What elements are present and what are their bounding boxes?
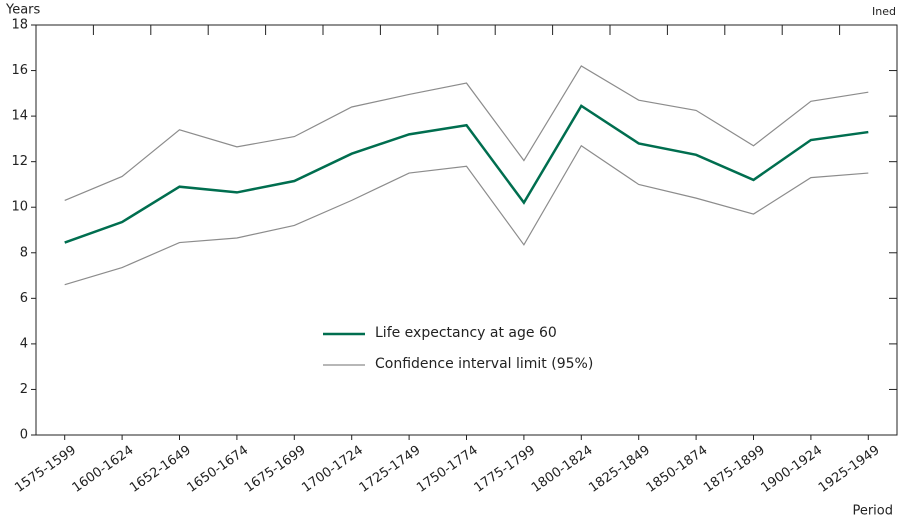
y-tick-label: 10 bbox=[11, 200, 28, 215]
x-tick-label: 1650-1674 bbox=[185, 443, 252, 496]
ci-lower-line bbox=[64, 144, 869, 286]
x-tick-label: 1575-1599 bbox=[12, 443, 79, 496]
x-tick-label: 1675-1699 bbox=[242, 443, 309, 496]
x-axis-label: Period bbox=[852, 504, 893, 519]
y-tick-label: 16 bbox=[11, 63, 28, 78]
y-tick-label: 18 bbox=[11, 18, 28, 33]
y-tick-label: 0 bbox=[20, 428, 28, 443]
y-tick-label: 4 bbox=[20, 336, 28, 351]
y-tick-label: 2 bbox=[20, 382, 28, 397]
x-tick-label: 1725-1749 bbox=[357, 443, 424, 496]
main-line bbox=[64, 104, 869, 244]
x-tick-label: 1775-1799 bbox=[472, 443, 539, 496]
x-tick-label: 1750-1774 bbox=[414, 443, 481, 496]
y-tick-label: 8 bbox=[20, 245, 28, 260]
legend-label: Life expectancy at age 60 bbox=[375, 325, 557, 341]
x-tick-label: 1700-1724 bbox=[299, 443, 366, 496]
x-tick-label: 1850-1874 bbox=[644, 443, 711, 496]
ci-upper-line bbox=[64, 65, 869, 201]
x-tick-label: 1600-1624 bbox=[70, 443, 137, 496]
x-tick-label: 1825-1849 bbox=[586, 443, 653, 496]
x-tick-label: 1875-1899 bbox=[701, 443, 768, 496]
source: Ined bbox=[872, 5, 896, 18]
y-tick-label: 14 bbox=[11, 109, 28, 124]
x-tick-label: 1652-1649 bbox=[127, 443, 194, 496]
x-tick-label: 1800-1824 bbox=[529, 443, 596, 496]
x-tick-label: 1900-1924 bbox=[759, 443, 826, 496]
y-axis-label: Years bbox=[5, 3, 41, 18]
legend-label: Confidence interval limit (95%) bbox=[375, 356, 593, 372]
y-tick-label: 12 bbox=[11, 154, 28, 169]
y-tick-label: 6 bbox=[20, 291, 28, 306]
x-tick-label: 1925-1949 bbox=[816, 443, 883, 496]
plot-frame bbox=[35, 24, 898, 436]
